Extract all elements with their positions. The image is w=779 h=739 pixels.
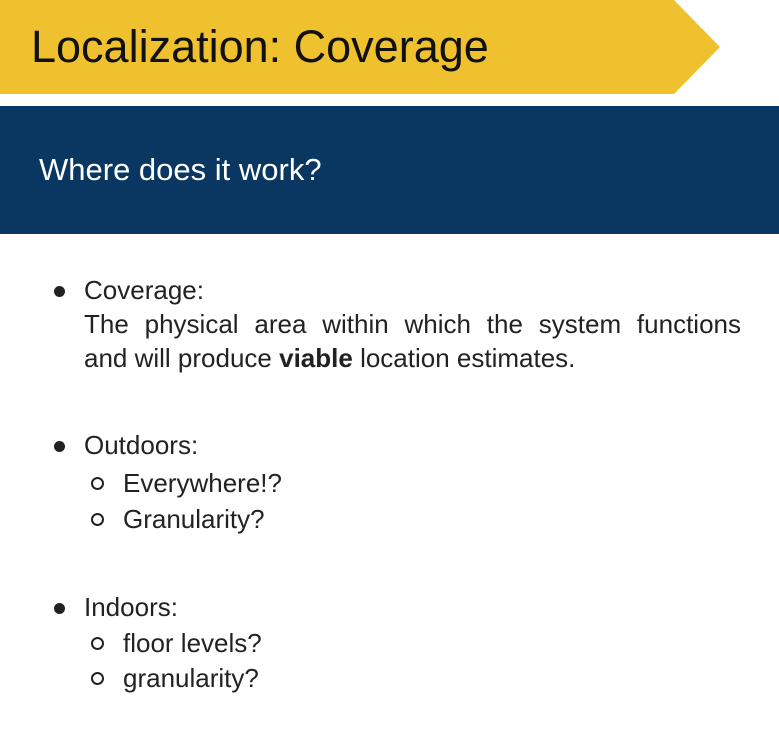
- bullet-dot-icon: [54, 603, 65, 614]
- subtitle-bar: Where does it work?: [0, 106, 779, 234]
- sub-bullet-circle-icon: [91, 477, 104, 490]
- bullet-indoors-label: Indoors:: [84, 592, 178, 622]
- bullet-coverage-label: Coverage:: [84, 275, 204, 305]
- indoors-subitem-text: floor levels?: [123, 628, 262, 658]
- coverage-text-bold: viable: [279, 343, 353, 373]
- coverage-text-after: location estimates.: [352, 343, 576, 373]
- coverage-text-before: and will produce: [84, 343, 280, 373]
- coverage-description-line-1: The physical area within which the syste…: [84, 309, 741, 339]
- outdoors-subitem-text: Granularity?: [123, 504, 265, 534]
- sub-bullet-circle-icon: [91, 513, 104, 526]
- title-banner-arrow-shape: [0, 0, 720, 94]
- slide-subtitle: Where does it work?: [39, 152, 322, 187]
- title-banner: Localization: Coverage: [0, 0, 720, 94]
- sub-bullet-circle-icon: [91, 672, 104, 685]
- title-banner-arrow: [0, 0, 720, 94]
- outdoors-subitem-text: Everywhere!?: [123, 468, 282, 498]
- coverage-description-line-2: and will produce viable location estimat…: [84, 341, 575, 375]
- bullet-dot-icon: [54, 286, 65, 297]
- bullet-outdoors-label: Outdoors:: [84, 430, 199, 460]
- bullet-dot-icon: [54, 441, 65, 452]
- slide-title: Localization: Coverage: [31, 21, 489, 72]
- indoors-subitem-text: granularity?: [123, 663, 259, 693]
- sub-bullet-circle-icon: [91, 637, 104, 650]
